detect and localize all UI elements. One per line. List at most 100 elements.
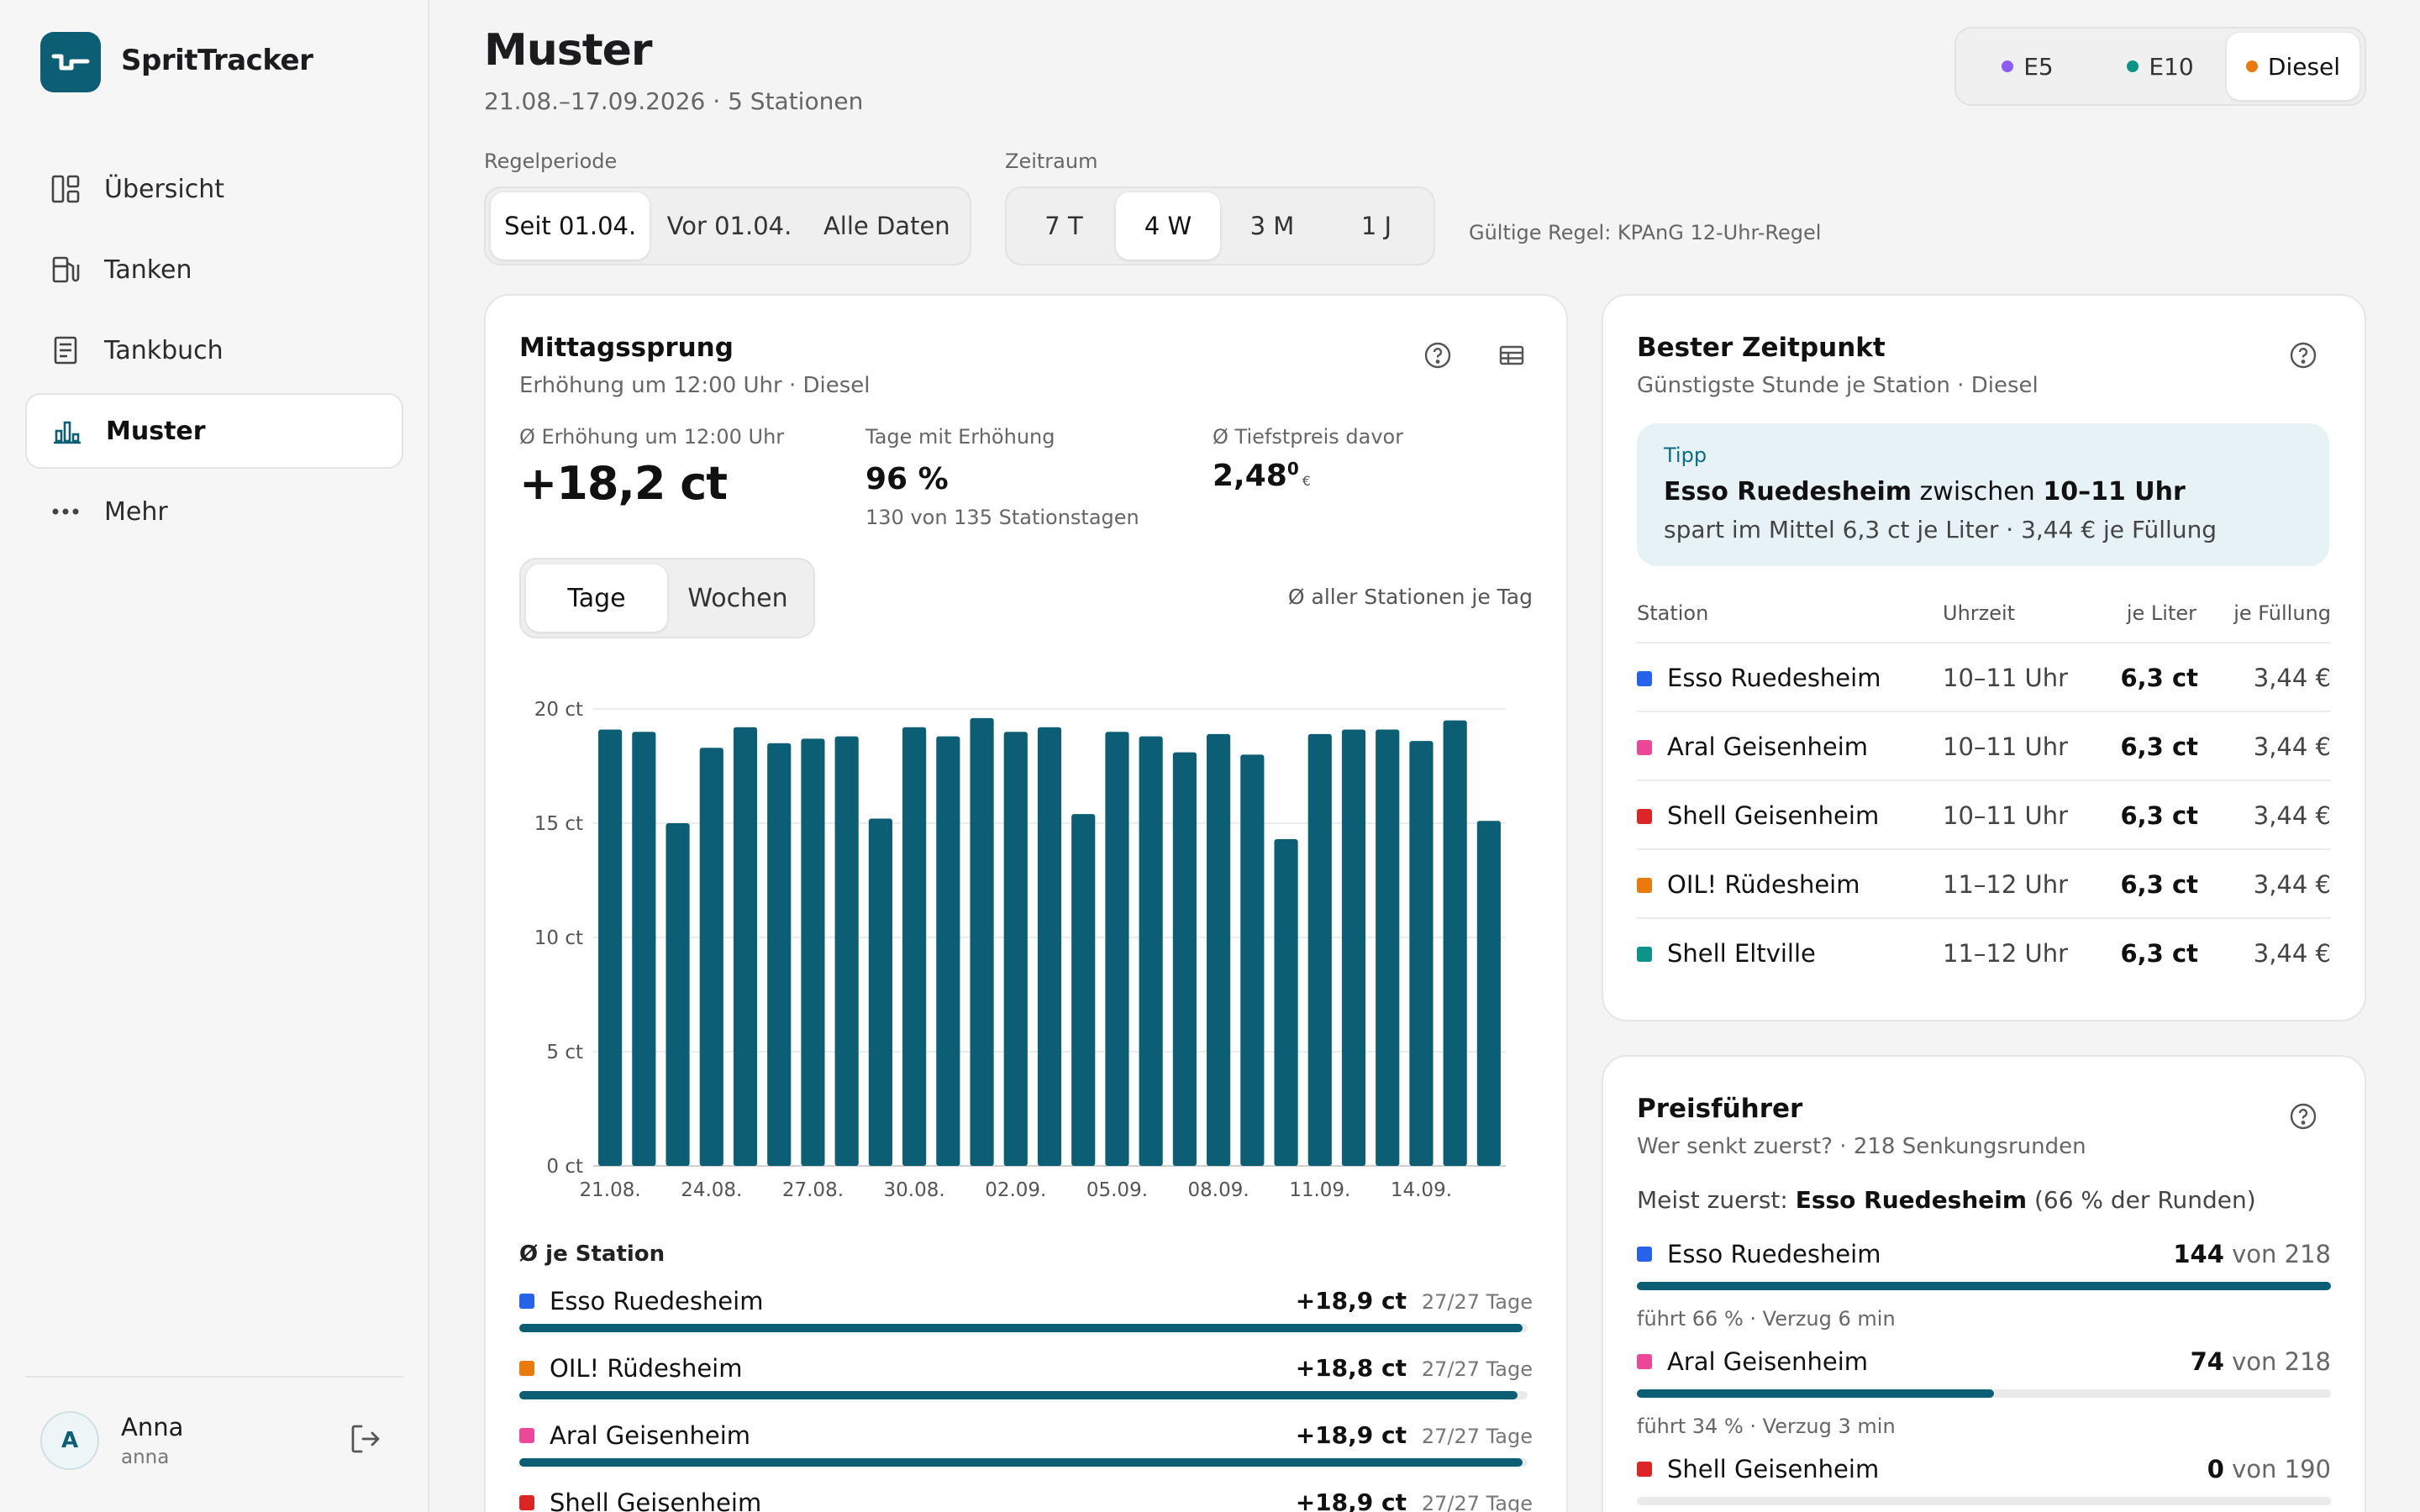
station-name: OIL! Rüdesheim [1667,870,1860,899]
tage-wochen-toggle: Tage Wochen [519,558,815,638]
logout-icon[interactable] [348,1421,383,1457]
station-name: Esso Ruedesheim [550,1287,764,1315]
station-meta: führt 66 % · Verzug 6 min [1637,1307,1896,1331]
app-logo[interactable] [40,32,101,92]
tipp-station: Esso Ruedesheim [1664,477,1912,507]
logo-icon [51,54,90,71]
chart-bar[interactable] [1274,839,1298,1166]
chart-bar[interactable] [1037,727,1062,1166]
chart-bar[interactable] [1307,733,1332,1166]
x-tick-label: 30.08. [884,1179,945,1201]
zeitraum-option-1j[interactable]: 1 J [1360,212,1392,240]
sidebar-item-tanken[interactable]: Tanken [25,232,403,307]
sidebar-item-tankbuch[interactable]: Tankbuch [25,312,403,388]
preisfuehrer-title: Preisführer [1637,1094,1803,1124]
user-handle: anna [121,1446,170,1468]
regelperiode-option-vor[interactable]: Vor 01.04. [666,212,792,240]
x-tick-label: 27.08. [782,1179,844,1201]
avatar[interactable]: A [40,1411,99,1470]
regelperiode-option-alle[interactable]: Alle Daten [823,212,950,240]
table-row[interactable]: Shell Eltville 11–12 Uhr 6,3 ct 3,44 € [1637,919,2331,988]
column-header-uhrzeit: Uhrzeit [1943,601,2016,625]
fuel-option-e5[interactable]: E5 [1961,33,2094,100]
page-subtitle: 21.08.–17.09.2026 · 5 Stationen [484,87,864,115]
chart-bar[interactable] [1105,732,1129,1166]
y-tick-label: 10 ct [534,927,583,949]
chart-bar[interactable] [699,748,723,1166]
station-count-value: 144 [2173,1240,2224,1268]
station-time: 10–11 Uhr [1943,801,2069,830]
per-station-title: Ø je Station [519,1242,666,1267]
station-time: 10–11 Uhr [1943,664,2069,692]
sidebar-item-label: Übersicht [104,174,225,204]
fuel-pump-icon [49,253,82,286]
kpi-tiefstpreis-value: 2,480€ [1213,459,1311,493]
chart-bar[interactable] [598,729,623,1166]
sidebar-item-label: Muster [106,416,206,446]
chart-bar[interactable] [1443,720,1467,1166]
chart-bar[interactable] [1071,814,1096,1166]
toggle-wochen[interactable]: Wochen [687,583,788,613]
help-icon[interactable] [2289,1102,2319,1132]
chart-bar[interactable] [1003,732,1028,1166]
station-color-icon [519,1495,534,1510]
chart-note: Ø aller Stationen je Tag [1287,585,1533,609]
chart-bar[interactable] [868,818,892,1166]
chart-bar[interactable] [666,823,690,1166]
toggle-tage[interactable]: Tage [526,564,667,632]
station-color-icon [1637,671,1652,686]
kpi-tage-label: Tage mit Erhöhung [865,425,1055,449]
chart-bar[interactable] [733,727,758,1166]
station-per-fill: 3,44 € [2253,801,2331,830]
chart-bar[interactable] [632,732,656,1166]
station-name: Aral Geisenheim [1667,1347,1869,1376]
sidebar-nav: Übersicht Tanken Tankbuch Muster Mehr [25,151,403,554]
chart-bar[interactable] [834,736,859,1166]
sidebar-item-uebersicht[interactable]: Übersicht [25,151,403,227]
table-row[interactable]: Aral Geisenheim 10–11 Uhr 6,3 ct 3,44 € [1637,712,2331,781]
station-meta: führt 34 % · Verzug 3 min [1637,1415,1896,1438]
chart-bar[interactable] [1476,821,1501,1166]
zeitraum-option-3m[interactable]: 3 M [1249,212,1295,240]
station-per-fill: 3,44 € [2253,664,2331,692]
fuel-option-diesel[interactable]: Diesel [2227,33,2360,100]
station-value: +18,9 ct [1295,1421,1407,1449]
table-row[interactable]: Esso Ruedesheim 10–11 Uhr 6,3 ct 3,44 € [1637,643,2331,712]
chart-bar[interactable] [1341,729,1366,1166]
chart-bar[interactable] [1172,752,1197,1166]
chart-bar[interactable] [1139,736,1163,1166]
e10-dot-icon [2127,60,2139,72]
zeitraum-option-4w[interactable]: 4 W [1116,192,1220,260]
chart-bar[interactable] [1376,729,1400,1166]
sidebar-item-muster[interactable]: Muster [25,393,403,469]
sidebar-item-mehr[interactable]: Mehr [25,474,403,549]
chart-bar[interactable] [767,743,792,1166]
chart-bar[interactable] [1240,754,1265,1166]
station-per-liter: 6,3 ct [2120,732,2198,761]
station-days: 27/27 Tage [1421,1425,1533,1448]
tipp-headline: Esso Ruedesheim zwischen 10–11 Uhr [1664,477,2186,507]
column-header-station: Station [1637,601,1709,625]
bester-zeitpunkt-subtitle: Günstigste Stunde je Station · Diesel [1637,373,2039,398]
layout-icon [49,172,82,206]
tipp-box: Tipp Esso Ruedesheim zwischen 10–11 Uhr … [1637,423,2329,566]
table-row[interactable]: OIL! Rüdesheim 11–12 Uhr 6,3 ct 3,44 € [1637,850,2331,919]
table-icon[interactable] [1497,341,1528,371]
chart-bar[interactable] [1207,733,1231,1166]
chart-bar[interactable] [801,738,825,1166]
station-count: 74 von 218 [2191,1347,2331,1376]
chart-bar[interactable] [970,717,994,1166]
mittagssprung-subtitle: Erhöhung um 12:00 Uhr · Diesel [519,373,871,398]
table-row[interactable]: Shell Geisenheim 10–11 Uhr 6,3 ct 3,44 € [1637,781,2331,850]
regelperiode-option-seit[interactable]: Seit 01.04. [491,192,650,260]
regelperiode-label: Regelperiode [484,150,618,173]
fuel-option-e10[interactable]: E10 [2094,33,2227,100]
help-icon[interactable] [1423,341,1454,371]
chart-bar[interactable] [902,727,927,1166]
help-icon[interactable] [2289,341,2319,371]
station-color-icon [519,1428,534,1443]
station-count-total: von 190 [2232,1455,2331,1483]
chart-bar[interactable] [936,736,960,1166]
chart-bar[interactable] [1409,741,1434,1166]
zeitraum-option-7t[interactable]: 7 T [1044,212,1083,240]
